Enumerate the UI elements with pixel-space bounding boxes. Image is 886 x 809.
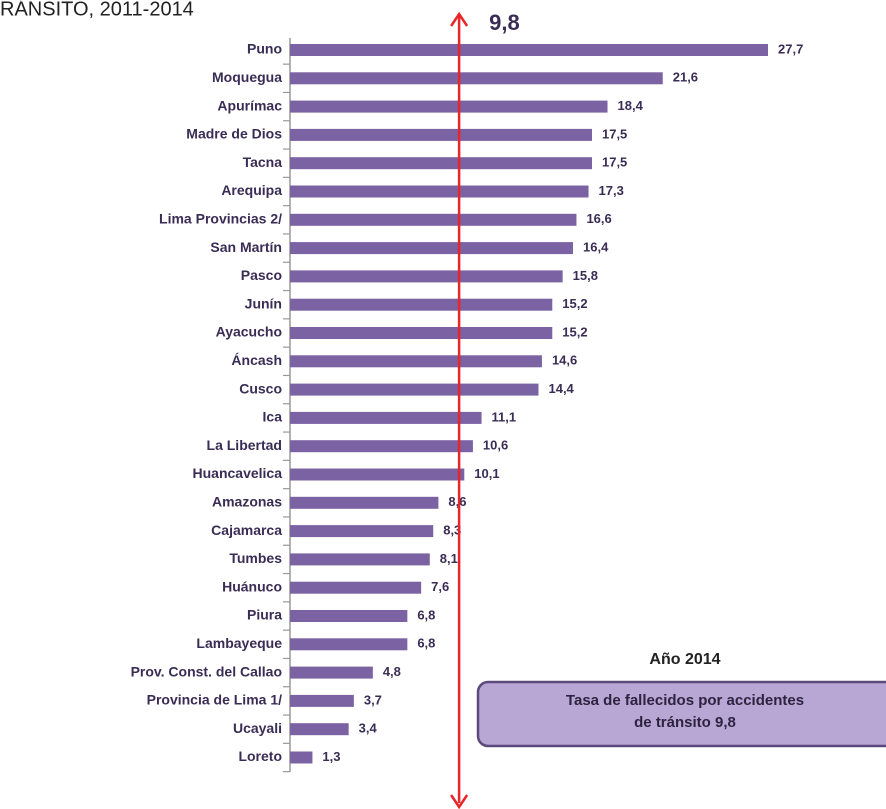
bar xyxy=(290,185,589,198)
value-label: 8,6 xyxy=(448,494,466,509)
annotation-title: Año 2014 xyxy=(649,651,720,668)
category-label: Puno xyxy=(247,41,282,57)
value-label: 1,3 xyxy=(322,749,340,764)
value-label: 11,1 xyxy=(492,409,517,424)
bar xyxy=(290,723,349,736)
category-label: Ucayali xyxy=(233,720,282,736)
value-label: 10,1 xyxy=(474,466,499,481)
annotation-text: Tasa de fallecidos por accidentes xyxy=(566,692,804,709)
value-label: 8,1 xyxy=(440,551,458,566)
category-label: Huancavelica xyxy=(193,465,283,481)
bar xyxy=(290,44,768,56)
value-label: 16,4 xyxy=(583,240,609,255)
value-label: 15,2 xyxy=(562,296,587,311)
value-label: 14,4 xyxy=(548,381,574,396)
category-label: Provincia de Lima 1/ xyxy=(147,692,282,708)
category-label: Lambayeque xyxy=(196,635,282,651)
category-label: Loreto xyxy=(238,748,282,764)
value-label: 21,6 xyxy=(673,70,698,85)
bar xyxy=(290,553,430,566)
bar xyxy=(290,383,539,396)
bar xyxy=(290,327,553,339)
chart-title: RÁNSITO, 2011-2014 xyxy=(0,0,194,20)
bar xyxy=(290,581,422,594)
bar xyxy=(290,610,408,622)
reference-arrow xyxy=(450,794,469,809)
category-label: Junín xyxy=(245,295,282,311)
value-label: 7,6 xyxy=(431,579,449,594)
value-label: 18,4 xyxy=(618,98,644,113)
category-label: Prov. Const. del Callao xyxy=(131,663,282,679)
bar xyxy=(290,440,473,453)
annotation-box xyxy=(476,680,886,748)
category-label: Madre de Dios xyxy=(186,126,282,142)
value-label: 17,5 xyxy=(602,126,627,141)
category-label: Ica xyxy=(263,409,283,425)
category-label: Tumbes xyxy=(229,550,282,566)
category-label: La Libertad xyxy=(207,437,282,453)
bar xyxy=(290,270,563,283)
category-label: Pasco xyxy=(241,267,282,283)
category-label: Huánuco xyxy=(222,578,282,594)
value-label: 6,8 xyxy=(417,607,435,622)
bar xyxy=(290,213,577,226)
value-label: 17,3 xyxy=(599,183,624,198)
value-label: 14,6 xyxy=(552,353,577,368)
category-label: Cajamarca xyxy=(211,522,282,538)
bar xyxy=(290,666,373,679)
category-label: Tacna xyxy=(243,154,283,170)
category-label: Ayacucho xyxy=(216,324,282,340)
value-label: 15,8 xyxy=(573,268,598,283)
bar xyxy=(290,298,553,311)
category-label: Piura xyxy=(247,607,282,623)
bar xyxy=(290,355,542,368)
bar xyxy=(290,694,354,707)
bar xyxy=(290,468,465,481)
category-label: Arequipa xyxy=(221,182,282,198)
reference-label: 9,8 xyxy=(489,10,520,35)
bar xyxy=(290,411,482,424)
value-label: 16,6 xyxy=(586,211,611,226)
bar xyxy=(290,242,574,255)
value-label: 17,5 xyxy=(602,155,627,170)
category-label: Áncash xyxy=(231,352,282,368)
bar xyxy=(290,128,592,141)
bar xyxy=(290,100,608,113)
category-label: Apurímac xyxy=(217,97,282,113)
bar xyxy=(290,751,313,764)
value-label: 27,7 xyxy=(778,41,803,56)
value-label: 3,4 xyxy=(359,721,378,736)
category-label: San Martín xyxy=(210,239,282,255)
bar xyxy=(290,157,592,170)
category-label: Amazonas xyxy=(212,494,282,510)
category-label: Lima Provincias 2/ xyxy=(159,211,282,227)
reference-arrow xyxy=(450,11,469,27)
bar xyxy=(290,496,439,509)
category-label: Moquegua xyxy=(212,69,282,85)
value-label: 3,7 xyxy=(364,692,382,707)
bar xyxy=(290,72,663,85)
bar xyxy=(290,638,408,651)
category-label: Cusco xyxy=(239,380,282,396)
value-label: 10,6 xyxy=(483,438,508,453)
value-label: 15,2 xyxy=(562,324,587,339)
value-label: 4,8 xyxy=(383,664,401,679)
value-label: 8,3 xyxy=(443,523,461,538)
value-label: 6,8 xyxy=(417,636,435,651)
annotation-text: de tránsito 9,8 xyxy=(634,714,736,731)
bar xyxy=(290,525,434,538)
